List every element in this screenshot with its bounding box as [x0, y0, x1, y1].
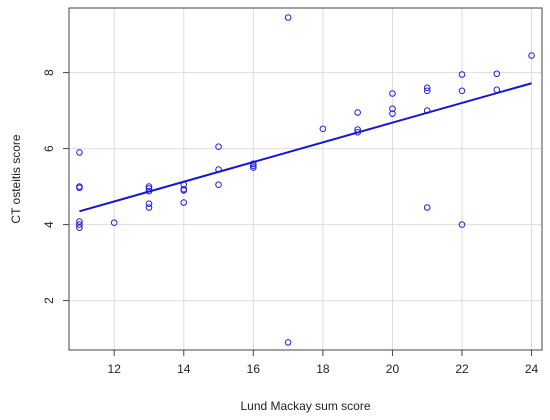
- x-tick-label: 18: [316, 362, 330, 376]
- data-point: [215, 143, 222, 150]
- data-point: [76, 221, 83, 228]
- y-tick-label: 2: [42, 297, 56, 304]
- regression-line-group: [79, 82, 532, 213]
- x-tick-label: 14: [177, 362, 191, 376]
- data-point: [389, 105, 396, 112]
- y-tick-label: 6: [42, 145, 56, 152]
- data-point: [215, 181, 222, 188]
- data-point: [76, 224, 83, 231]
- data-point: [145, 200, 153, 207]
- data-point: [110, 219, 118, 226]
- data-point: [354, 109, 361, 116]
- data-point: [76, 184, 83, 192]
- plot-area-frame: [68, 7, 543, 351]
- data-point: [145, 204, 153, 211]
- data-point: [458, 87, 466, 95]
- data-point: [284, 339, 292, 346]
- x-axis: 12 14 16 18 20 22 24: [108, 350, 539, 376]
- x-tick-label: 20: [386, 362, 400, 376]
- x-tick-label: 22: [455, 362, 469, 376]
- y-tick-label: 4: [42, 221, 56, 228]
- data-point: [389, 110, 396, 117]
- y-tick-label: 8: [42, 69, 56, 76]
- regression-line: [79, 82, 532, 213]
- data-point: [180, 187, 188, 194]
- y-axis-label: CT osteitis score: [9, 134, 23, 223]
- grid-lines: [69, 8, 542, 350]
- data-point: [145, 183, 153, 190]
- data-point: [423, 87, 431, 95]
- data-point: [250, 164, 257, 171]
- y-axis: 2 4 6 8: [42, 69, 69, 304]
- x-axis-label: Lund Mackay sum score: [240, 399, 370, 413]
- data-point: [423, 84, 431, 92]
- data-point: [423, 204, 431, 211]
- data-point: [389, 90, 396, 97]
- data-point: [76, 149, 83, 156]
- data-points: [76, 14, 535, 346]
- data-point: [284, 14, 292, 21]
- data-point: [180, 199, 188, 206]
- data-point: [458, 221, 466, 228]
- data-point: [528, 52, 535, 59]
- x-tick-label: 24: [525, 362, 539, 376]
- data-point: [493, 70, 501, 78]
- data-point: [319, 125, 327, 133]
- x-tick-label: 16: [247, 362, 261, 376]
- data-point: [458, 71, 466, 78]
- x-tick-label: 12: [108, 362, 122, 376]
